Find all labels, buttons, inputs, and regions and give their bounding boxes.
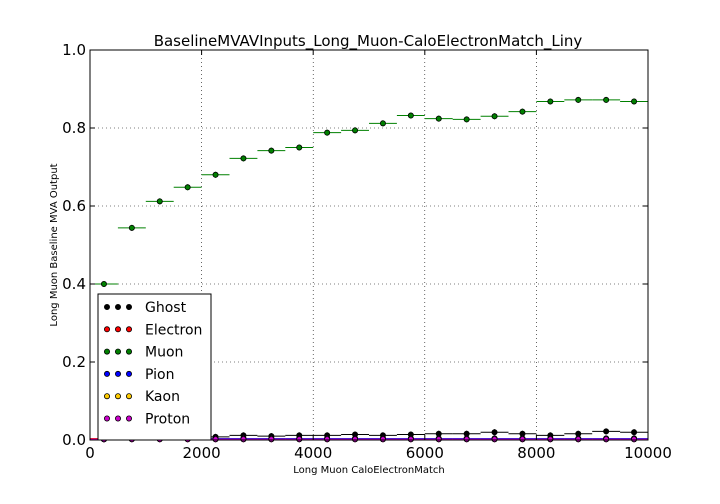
x-tick-label: 2000 xyxy=(183,444,221,462)
legend-marker xyxy=(115,303,122,310)
y-tick-label: 1.0 xyxy=(62,41,86,59)
data-point xyxy=(156,198,163,205)
data-point xyxy=(435,436,442,443)
legend-marker xyxy=(126,348,133,355)
x-tick-label: 8000 xyxy=(517,444,555,462)
legend-marker xyxy=(104,370,111,377)
y-tick-label: 0.6 xyxy=(62,197,86,215)
data-point xyxy=(631,429,638,436)
legend-marker xyxy=(104,326,111,333)
data-point xyxy=(212,436,219,443)
data-point xyxy=(128,224,135,231)
y-tick-label: 0.8 xyxy=(62,119,86,137)
legend-label: Proton xyxy=(145,412,190,428)
legend-label: Ghost xyxy=(145,300,187,316)
y-tick-label: 0.0 xyxy=(62,431,86,449)
legend-marker xyxy=(115,348,122,355)
legend-marker xyxy=(126,370,133,377)
legend-marker xyxy=(115,326,122,333)
legend-marker xyxy=(126,326,133,333)
legend-entry-muon: Muon xyxy=(104,345,183,361)
data-point xyxy=(379,120,386,127)
y-tick-label: 0.2 xyxy=(62,353,86,371)
x-axis-label: Long Muon CaloElectronMatch xyxy=(293,465,445,476)
legend-marker xyxy=(104,415,111,422)
data-point xyxy=(491,113,498,120)
data-point xyxy=(519,108,526,115)
legend-label: Electron xyxy=(145,322,202,338)
data-point xyxy=(491,429,498,436)
legend-marker xyxy=(104,348,111,355)
x-tick-label: 0 xyxy=(85,444,95,462)
legend-box xyxy=(97,293,212,441)
data-point xyxy=(463,116,470,123)
data-point xyxy=(324,436,331,443)
data-point xyxy=(463,436,470,443)
data-point xyxy=(575,96,582,103)
data-point xyxy=(268,436,275,443)
y-tick-label: 0.4 xyxy=(62,275,86,293)
series-muon xyxy=(90,96,648,287)
data-point xyxy=(407,436,414,443)
data-point xyxy=(240,436,247,443)
legend-entry-kaon: Kaon xyxy=(104,389,180,405)
legend-marker xyxy=(104,393,111,400)
data-point xyxy=(407,112,414,119)
data-point xyxy=(435,115,442,122)
legend-label: Muon xyxy=(145,345,183,361)
legend-entry-proton: Proton xyxy=(104,412,190,428)
legend-label: Kaon xyxy=(145,389,180,405)
data-point xyxy=(352,127,359,134)
legend-marker xyxy=(126,393,133,400)
data-point xyxy=(352,436,359,443)
legend: Ghost Electron Muon Pion Kaon Proton xyxy=(97,293,212,441)
legend-entry-electron: Electron xyxy=(104,322,202,338)
legend-marker xyxy=(115,415,122,422)
data-point xyxy=(547,436,554,443)
data-point xyxy=(296,144,303,151)
data-point xyxy=(491,436,498,443)
x-tick-label: 10000 xyxy=(624,444,672,462)
legend-label: Pion xyxy=(145,367,174,383)
data-point xyxy=(184,184,191,191)
plot-frame xyxy=(89,49,649,441)
data-point xyxy=(631,436,638,443)
legend-marker xyxy=(126,303,133,310)
x-tick-label: 6000 xyxy=(406,444,444,462)
data-point xyxy=(296,436,303,443)
data-point xyxy=(575,436,582,443)
data-point xyxy=(268,147,275,154)
data-point xyxy=(100,280,107,287)
data-point xyxy=(603,96,610,103)
data-point xyxy=(324,129,331,136)
legend-entry-ghost: Ghost xyxy=(104,300,187,316)
data-point xyxy=(603,436,610,443)
legend-entry-pion: Pion xyxy=(104,367,174,383)
legend-marker xyxy=(115,393,122,400)
legend-marker xyxy=(126,415,133,422)
y-axis-label: Long Muon Baseline MVA Output xyxy=(49,163,60,326)
ticks: 0 2000 4000 6000 8000 10000 0.0 0.2 0.4 0.6 0.8 1.0 xyxy=(62,41,672,462)
chart-title: BaselineMVAVInputs_Long_Muon-CaloElectro… xyxy=(154,32,583,51)
data-point xyxy=(240,155,247,162)
data-point xyxy=(379,436,386,443)
data-point xyxy=(547,98,554,105)
data-point xyxy=(212,171,219,178)
legend-marker xyxy=(115,370,122,377)
data-point xyxy=(519,436,526,443)
data-point xyxy=(603,428,610,435)
legend-marker xyxy=(104,303,111,310)
data-point xyxy=(631,98,638,105)
x-tick-label: 4000 xyxy=(294,444,332,462)
